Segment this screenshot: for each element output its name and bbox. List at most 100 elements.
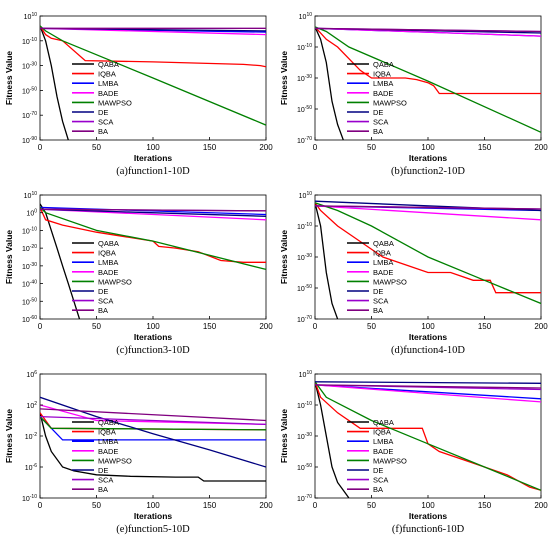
series-line-ba [40, 408, 266, 422]
y-axis-label: Fitness Value [4, 51, 14, 106]
legend-label-bade: BADE [98, 268, 118, 277]
x-tick-label: 200 [534, 501, 548, 510]
legend-label-ba: BA [98, 306, 108, 315]
y-tick-label: 10-10 [297, 43, 312, 52]
y-tick-label: 100 [26, 209, 37, 218]
legend-label-bade: BADE [373, 447, 393, 456]
y-tick-label: 102 [26, 401, 37, 410]
x-tick-label: 50 [367, 143, 376, 152]
x-axis-label: Iterations [409, 511, 448, 521]
series-group [40, 25, 266, 140]
series-line-qaba [315, 381, 350, 498]
legend-label-mawpso: MAWPSO [373, 98, 407, 107]
series-line-qaba [315, 202, 339, 319]
y-tick-label: 10-30 [297, 253, 312, 262]
series-line-mawpso [315, 26, 541, 133]
x-tick-label: 50 [92, 143, 101, 152]
chart-panel-3: 0 50 100 150 200 1010 100 10-10 10-20 10-30 10-40 1… [4, 191, 273, 356]
series-line-de [315, 381, 541, 384]
x-axis-label: Iterations [409, 153, 448, 163]
legend-label-sca: SCA [98, 297, 113, 306]
series-line-lmba [40, 206, 266, 216]
plot-area [314, 15, 542, 141]
series-line-mawpso [40, 25, 266, 126]
legend-label-bade: BADE [98, 89, 118, 98]
y-tick-label: 10-50 [297, 463, 312, 472]
legend-label-de: DE [373, 108, 383, 117]
legend-label-lmba: LMBA [98, 437, 118, 446]
x-tick-label: 200 [534, 143, 548, 152]
legend-label-bade: BADE [373, 89, 393, 98]
series-line-mawpso [315, 381, 541, 491]
y-axis-label: Fitness Value [279, 51, 289, 106]
x-tick-label: 100 [146, 143, 160, 152]
y-tick-label: 10-30 [22, 262, 37, 271]
x-tick-label: 50 [92, 501, 101, 510]
series-line-mawpso [40, 206, 266, 271]
x-axis-label: Iterations [134, 332, 173, 342]
y-axis-label: Fitness Value [4, 230, 14, 285]
series-group [40, 396, 266, 482]
y-tick-label: 10-60 [22, 315, 37, 324]
chart-caption: (f)function6-10D [392, 524, 465, 535]
y-tick-label: 10-50 [297, 105, 312, 114]
y-tick-label: 10-40 [22, 280, 37, 289]
y-tick-label: 10-10 [297, 222, 312, 231]
y-axis-label: Fitness Value [279, 230, 289, 285]
legend-label-iqba: IQBA [373, 249, 391, 258]
chart-panel-5: 0 50 100 150 200 106 102 10-2 10-6 10-10 Iteration… [4, 370, 273, 535]
series-line-de [40, 208, 266, 217]
series-line-qaba [40, 25, 69, 140]
legend-label-mawpso: MAWPSO [373, 456, 407, 465]
x-tick-label: 150 [203, 501, 217, 510]
y-tick-label: 1010 [24, 191, 38, 200]
legend-label-bade: BADE [98, 447, 118, 456]
legend-label-de: DE [98, 287, 108, 296]
y-tick-label: 10-20 [22, 244, 37, 253]
y-tick-label: 1010 [299, 370, 313, 379]
x-tick-label: 0 [38, 322, 43, 331]
y-tick-label: 10-6 [25, 463, 37, 472]
legend-label-ba: BA [98, 127, 108, 136]
y-tick-label: 10-70 [22, 111, 37, 120]
y-tick-label: 10-2 [25, 432, 37, 441]
plot-area [314, 373, 542, 499]
series-line-qaba [315, 26, 344, 140]
legend-label-qaba: QABA [98, 60, 119, 69]
y-axis-label: Fitness Value [4, 409, 14, 464]
chart-panel-1: 0 50 100 150 200 1010 10-10 10-30 10-50 10-70 10-9… [4, 12, 273, 177]
legend-label-ba: BA [98, 485, 108, 494]
x-axis-label: Iterations [134, 153, 173, 163]
chart-panel-6: 0 50 100 150 200 1010 10-10 10-30 10-50 10-70 Iter… [279, 370, 548, 535]
y-tick-label: 10-10 [22, 226, 37, 235]
series-line-bade [315, 205, 541, 221]
legend-label-de: DE [98, 108, 108, 117]
x-tick-label: 100 [421, 322, 435, 331]
legend-label-ba: BA [373, 306, 383, 315]
x-tick-label: 0 [313, 322, 318, 331]
legend-label-qaba: QABA [373, 239, 394, 248]
chart-caption: (c)function3-10D [116, 345, 190, 356]
x-tick-label: 100 [146, 501, 160, 510]
x-tick-label: 200 [534, 322, 548, 331]
y-tick-label: 10-30 [297, 74, 312, 83]
x-tick-label: 150 [478, 501, 492, 510]
x-tick-label: 0 [313, 501, 318, 510]
legend-label-qaba: QABA [98, 418, 119, 427]
legend-label-iqba: IQBA [98, 428, 116, 437]
x-tick-label: 200 [259, 143, 273, 152]
legend-label-lmba: LMBA [98, 79, 118, 88]
y-tick-label: 10-70 [297, 136, 312, 145]
legend-label-iqba: IQBA [98, 70, 116, 79]
x-tick-label: 0 [38, 501, 43, 510]
series-line-ba [315, 205, 541, 210]
x-tick-label: 200 [259, 322, 273, 331]
y-tick-label: 10-10 [22, 37, 37, 46]
legend-label-lmba: LMBA [373, 79, 393, 88]
x-tick-label: 150 [478, 143, 492, 152]
x-axis-label: Iterations [409, 332, 448, 342]
series-group [40, 203, 266, 319]
